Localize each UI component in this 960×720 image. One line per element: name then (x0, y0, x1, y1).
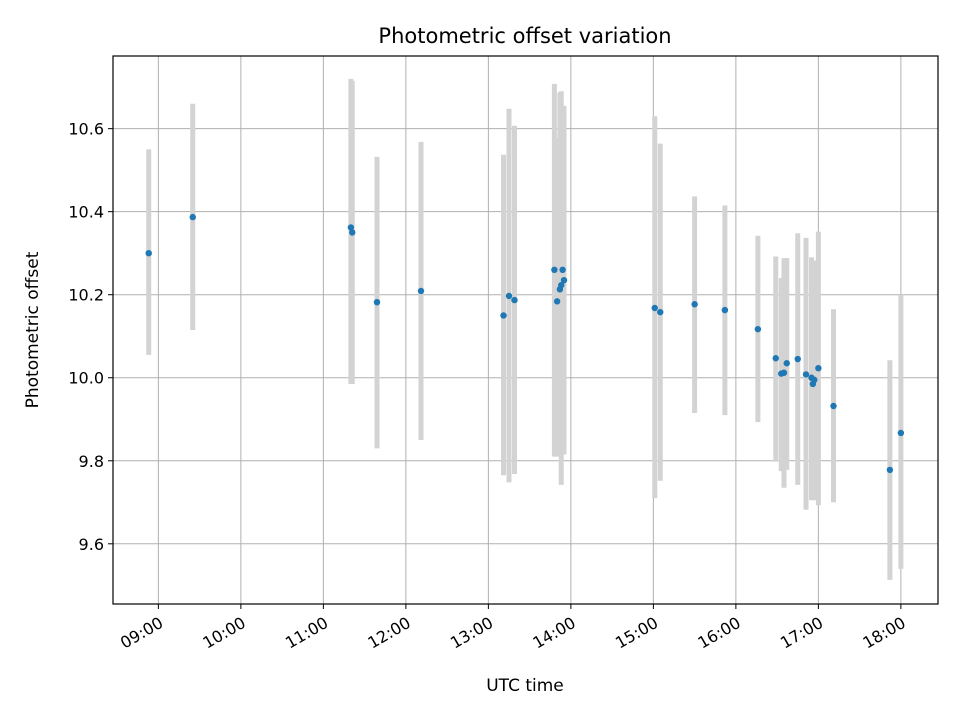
y-tick-label: 10.2 (68, 286, 104, 305)
data-point (830, 402, 837, 410)
y-axis-label: Photometric offset (23, 251, 43, 408)
data-point (417, 287, 425, 295)
chart-title: Photometric offset variation (378, 24, 671, 48)
data-point (559, 266, 566, 274)
y-tick-label: 9.8 (79, 452, 104, 471)
data-point (886, 466, 894, 474)
data-point (691, 301, 698, 308)
y-tick-label: 10.6 (68, 120, 104, 139)
data-point (560, 276, 568, 284)
x-axis-label: UTC time (486, 676, 564, 696)
data-point (897, 429, 905, 437)
y-axis: 9.6 9.8 10.0 10.2 10.4 10.6 (68, 120, 113, 554)
data-point (551, 266, 558, 274)
y-tick-label: 9.6 (79, 535, 104, 554)
data-point (794, 355, 801, 363)
plot-frame (112, 55, 939, 605)
data-point (772, 355, 779, 362)
data-point (505, 292, 513, 300)
data-point (349, 229, 356, 236)
data-points (145, 213, 905, 474)
data-point (815, 364, 822, 372)
data-point (189, 213, 196, 221)
y-tick-label: 10.4 (68, 203, 104, 222)
data-point (558, 281, 565, 289)
data-point (145, 249, 152, 257)
data-point (811, 376, 818, 384)
data-point (754, 325, 762, 333)
data-point (651, 304, 658, 312)
data-point (347, 224, 355, 231)
data-point (783, 360, 790, 367)
data-point (500, 312, 507, 319)
data-point (780, 369, 788, 376)
data-point (511, 296, 518, 304)
data-point (802, 371, 810, 378)
data-point (657, 308, 664, 316)
data-point (553, 298, 561, 305)
y-tick-label: 10.0 (68, 369, 104, 388)
data-point (721, 306, 729, 314)
data-point (373, 298, 381, 306)
